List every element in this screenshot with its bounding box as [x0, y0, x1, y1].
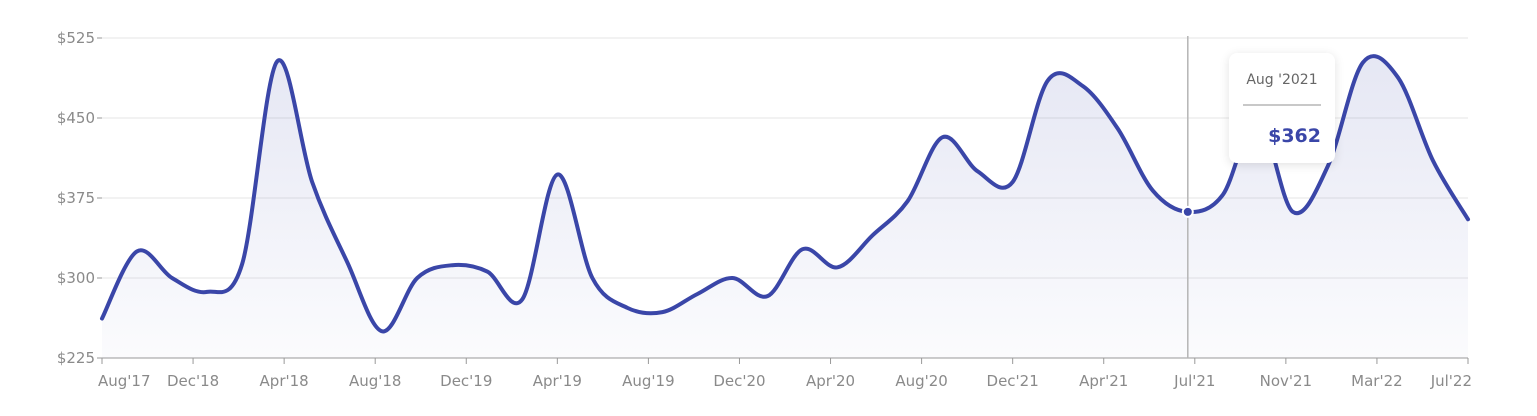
data-point [1291, 210, 1295, 214]
data-point [520, 297, 524, 301]
x-tick-label: Aug'18 [349, 372, 402, 390]
y-tick-label: $450 [57, 109, 95, 127]
data-point [485, 270, 489, 274]
x-tick-label: Dec'20 [713, 372, 765, 390]
data-point [660, 310, 664, 314]
data-point [240, 262, 244, 266]
data-point [1466, 217, 1470, 221]
data-point [555, 173, 559, 177]
data-point [1221, 193, 1225, 197]
data-point [1046, 79, 1050, 83]
data-point [310, 180, 314, 184]
data-point [625, 306, 629, 310]
data-point [765, 294, 769, 298]
data-point [380, 329, 384, 333]
data-point [871, 233, 875, 237]
data-point [941, 135, 945, 139]
tooltip-divider [1243, 104, 1321, 106]
x-tick-label: Nov'21 [1260, 372, 1313, 390]
data-point [1326, 164, 1330, 168]
data-point [906, 199, 910, 203]
x-tick-label: Apr'19 [533, 372, 582, 390]
x-tick-label: Aug'19 [622, 372, 675, 390]
y-tick-label: $525 [57, 29, 95, 47]
data-point [205, 290, 209, 294]
data-point [415, 276, 419, 280]
data-point [1081, 84, 1085, 88]
data-point [1011, 180, 1015, 184]
data-point [1396, 75, 1400, 79]
data-point [275, 59, 279, 63]
data-point [1431, 159, 1435, 163]
data-point [836, 265, 840, 269]
x-tick-label: Dec'18 [167, 372, 219, 390]
y-tick-label: $225 [57, 349, 95, 367]
data-point [345, 260, 349, 264]
data-point [695, 292, 699, 296]
data-point [1151, 189, 1155, 193]
data-point [135, 249, 139, 253]
data-point [590, 276, 594, 280]
x-tick-label: Apr'21 [1079, 372, 1128, 390]
data-point [1116, 127, 1120, 131]
tooltip-value: $362 [1268, 125, 1321, 147]
highlight-point [1181, 205, 1194, 218]
x-tick-label: Aug'20 [895, 372, 948, 390]
x-tick-label: Apr'18 [260, 372, 309, 390]
x-tick-label: Apr'20 [806, 372, 855, 390]
x-tick-label: Aug'17 [98, 372, 151, 390]
data-point [976, 169, 980, 173]
x-tick-label: Mar'22 [1351, 372, 1403, 390]
data-point [100, 317, 104, 321]
series-area [102, 56, 1468, 359]
tooltip-date: Aug '2021 [1246, 72, 1318, 88]
y-tick-label: $375 [57, 189, 95, 207]
x-tick-label: Jul'22 [1430, 372, 1472, 390]
chart-tooltip: Aug '2021 $362 [1229, 53, 1335, 163]
x-tick-label: Dec'21 [987, 372, 1039, 390]
x-tick-label: Dec'19 [440, 372, 492, 390]
y-tick-label: $300 [57, 269, 95, 287]
data-point [450, 263, 454, 267]
data-point [801, 247, 805, 251]
x-tick-label: Jul'21 [1173, 372, 1215, 390]
data-point [730, 276, 734, 280]
data-point [1361, 61, 1365, 65]
data-point [170, 276, 174, 280]
